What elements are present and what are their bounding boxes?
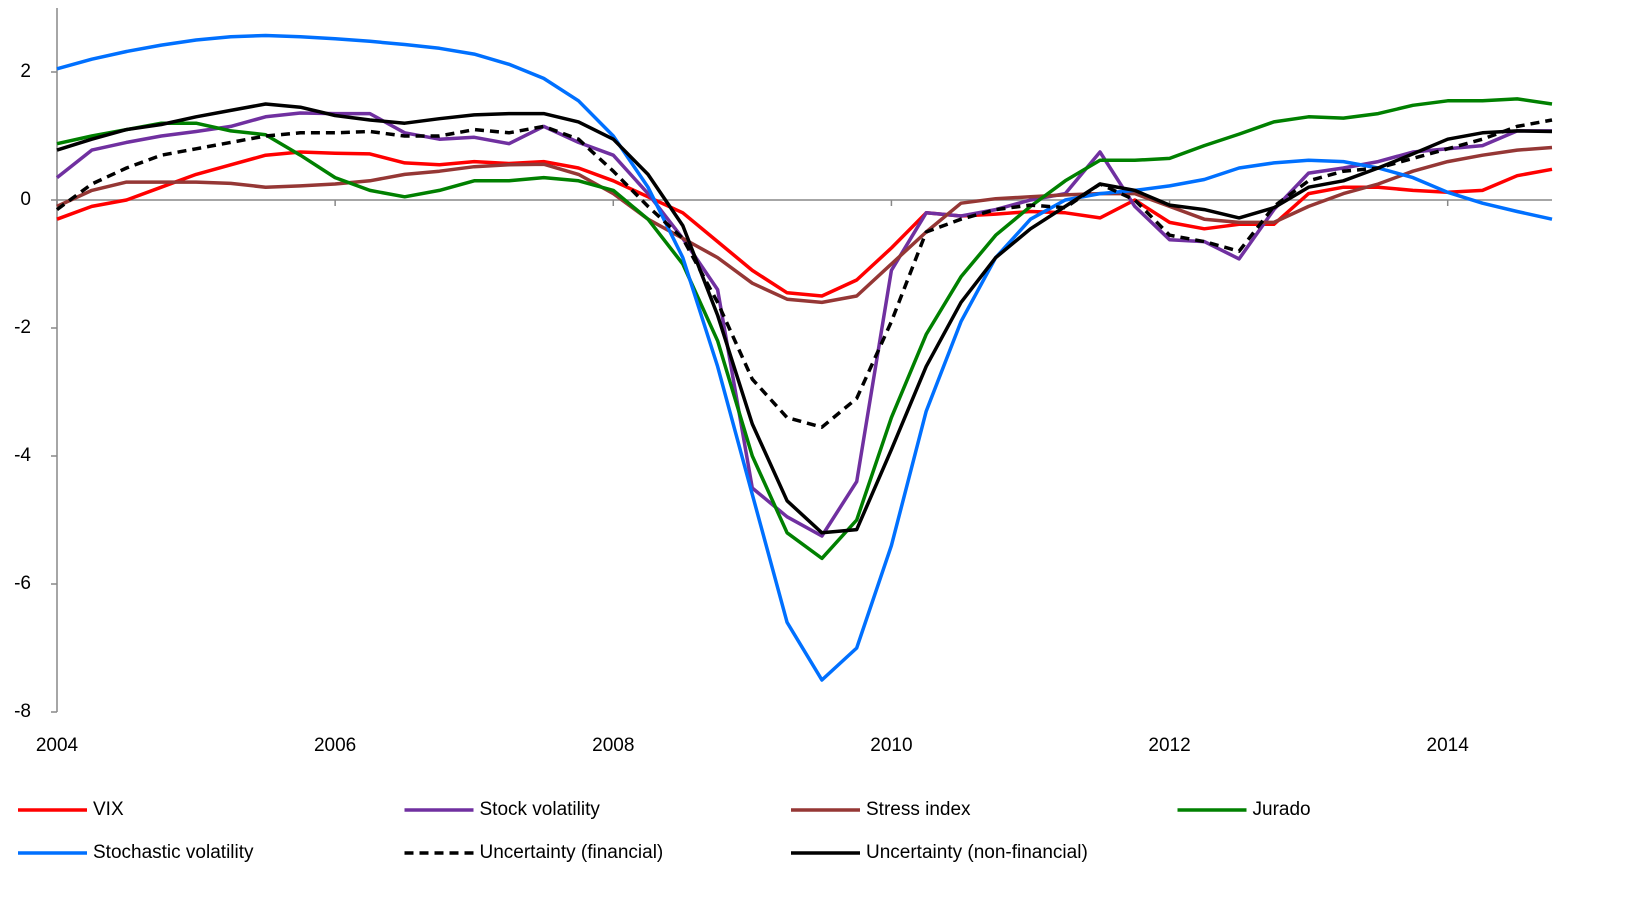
y-tick-label: -4 — [14, 445, 31, 466]
series-line — [55, 118, 1553, 429]
series-line — [56, 150, 1553, 298]
legend-label: Stochastic volatility — [93, 842, 254, 863]
legend-label: Uncertainty (financial) — [480, 842, 664, 863]
y-tick-label: -6 — [14, 573, 31, 594]
legend-label: Uncertainty (non-financial) — [866, 842, 1088, 863]
y-tick-label: -2 — [14, 317, 31, 338]
x-tick-label: 2014 — [1427, 735, 1470, 756]
series-line — [56, 145, 1553, 305]
series-line — [56, 102, 1553, 535]
legend-label: VIX — [93, 799, 124, 820]
x-tick-label: 2008 — [592, 735, 634, 756]
legend-label: Stress index — [866, 799, 971, 820]
legend-label: Stock volatility — [480, 799, 601, 820]
series-line — [56, 97, 1553, 561]
y-tick-label: 2 — [20, 61, 31, 82]
series-line — [55, 111, 1552, 538]
x-tick-label: 2010 — [870, 735, 912, 756]
legend-label: Jurado — [1253, 799, 1311, 820]
x-tick-label: 2006 — [314, 735, 356, 756]
x-tick-label: 2012 — [1148, 735, 1190, 756]
series-line — [56, 33, 1553, 682]
y-tick-label: -8 — [14, 701, 31, 722]
x-tick-label: 2004 — [36, 735, 79, 756]
y-tick-label: 0 — [20, 189, 31, 210]
